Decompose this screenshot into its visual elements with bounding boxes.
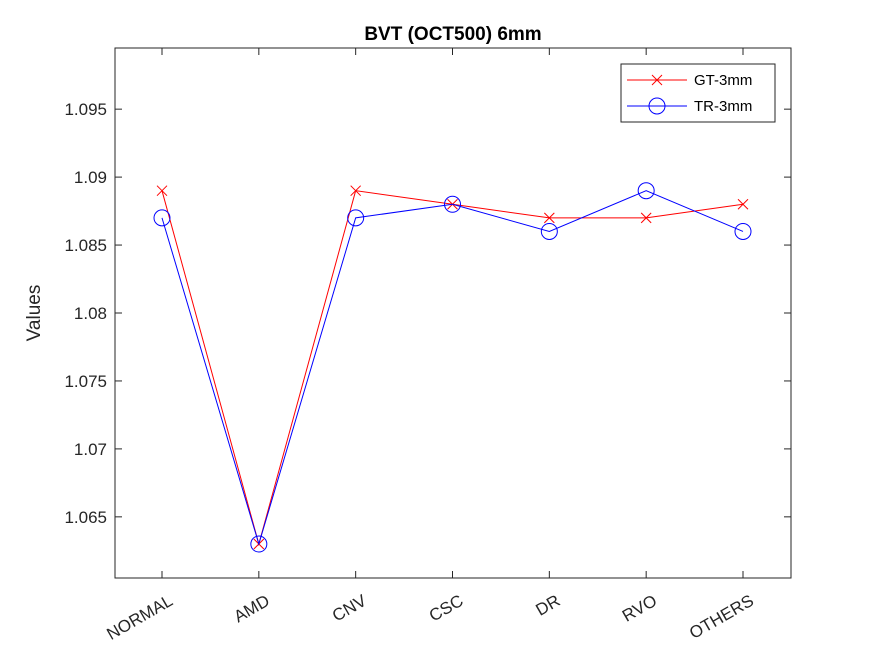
circle-marker — [734, 222, 752, 240]
y-tick-label: 1.08 — [74, 304, 107, 323]
legend-item: TR-3mm — [627, 97, 752, 115]
x-tick-label: CNV — [329, 591, 370, 626]
circle-marker — [637, 182, 655, 200]
circle-marker — [444, 195, 461, 213]
y-tick-label: 1.085 — [64, 236, 107, 255]
x-marker — [737, 198, 749, 210]
legend: GT-3mm TR-3mm — [620, 63, 776, 123]
legend-label: GT-3mm — [694, 72, 752, 89]
series-layer — [153, 182, 752, 553]
x-marker — [156, 185, 168, 197]
circle-marker — [347, 209, 365, 227]
y-tick-label: 1.095 — [64, 100, 107, 119]
legend-item: GT-3mm — [627, 72, 752, 89]
x-tick-label: NORMAL — [104, 591, 176, 644]
y-axis-label: Values — [24, 285, 45, 342]
x-marker — [640, 212, 652, 224]
x-tick-label: AMD — [231, 591, 273, 626]
x-marker — [543, 212, 555, 224]
x-tick-label: CSC — [426, 591, 467, 625]
legend-label: TR-3mm — [694, 98, 752, 115]
x-tick-label: RVO — [619, 591, 660, 626]
x-tick-label: DR — [533, 591, 564, 620]
y-axis: 1.065 1.07 1.075 1.08 1.085 1.09 1.095 — [64, 100, 791, 527]
circle-marker — [153, 209, 171, 227]
y-tick-label: 1.09 — [74, 168, 107, 187]
x-marker — [651, 74, 663, 86]
chart-title: BVT (OCT500) 6mm — [364, 24, 541, 45]
legend-box — [620, 63, 776, 123]
circle-marker — [540, 222, 558, 240]
x-marker — [350, 185, 362, 197]
circle-marker — [250, 535, 268, 553]
plot-area — [114, 47, 792, 579]
x-tick-label: OTHERS — [686, 591, 757, 643]
y-tick-label: 1.065 — [64, 508, 107, 527]
circle-marker — [648, 97, 666, 115]
y-tick-label: 1.075 — [64, 372, 107, 391]
series-TR-3mm — [153, 182, 752, 553]
y-tick-label: 1.07 — [74, 440, 107, 459]
series-line — [161, 190, 744, 546]
